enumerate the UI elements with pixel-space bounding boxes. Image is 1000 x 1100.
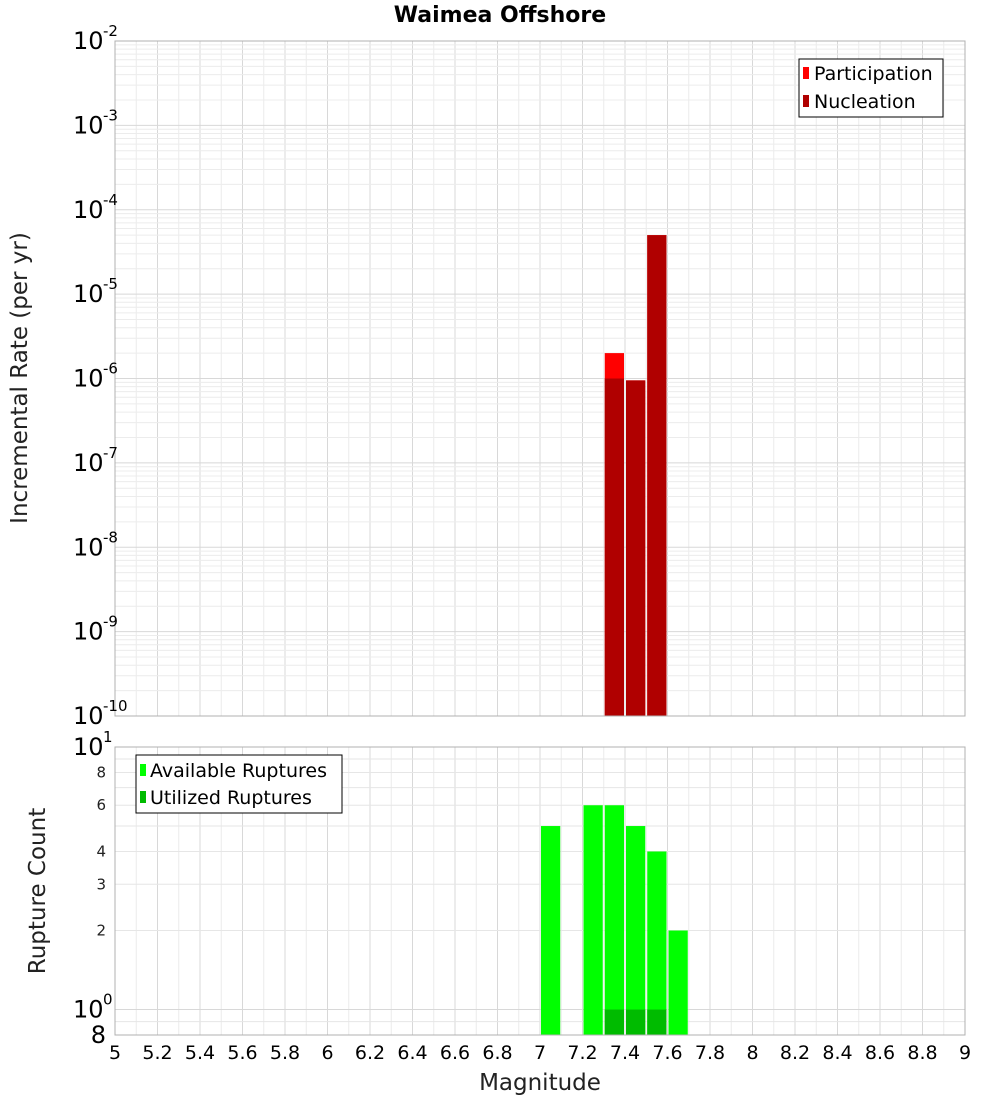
top-y-tick-label-exponent: -4 [103, 191, 118, 209]
bottom-y-tick-label: 3 [96, 875, 106, 893]
top-y-tick-label-base: 10 [73, 111, 104, 139]
top-y-tick-label-base: 10 [73, 702, 104, 730]
count-bar-utilized-ruptures-1 [626, 1009, 646, 1035]
top-y-tick-label-exponent: -10 [103, 697, 128, 715]
x-tick-label: 8 [746, 1042, 758, 1064]
top-legend: Participation Nucleation [798, 58, 944, 118]
bottom-y-tick-label: 8 [91, 1021, 106, 1049]
legend-label-available-ruptures: Available Ruptures [150, 760, 327, 782]
top-y-tick-label: 10 -5 [73, 275, 118, 308]
x-tick-label: 8.8 [907, 1042, 937, 1064]
top-y-tick-label-exponent: -8 [103, 528, 118, 546]
legend-swatch-available-ruptures [140, 764, 146, 776]
legend-swatch-nucleation [803, 95, 809, 107]
x-tick-label: 7.2 [567, 1042, 597, 1064]
x-tick-label: 6 [321, 1042, 333, 1064]
top-y-tick-label-base: 10 [73, 196, 104, 224]
bottom-legend-box [135, 754, 343, 814]
top-y-tick-label-exponent: -9 [103, 613, 118, 631]
top-bars [604, 235, 667, 716]
legend-swatch-utilized-ruptures [140, 791, 146, 803]
x-tick-label: 7.8 [695, 1042, 725, 1064]
x-tick-label: 5.6 [227, 1042, 257, 1064]
top-y-tick-label: 10 -6 [73, 360, 118, 393]
x-tick-label: 7.6 [652, 1042, 682, 1064]
legend-label-nucleation: Nucleation [814, 91, 916, 113]
x-tick-label: 6.6 [440, 1042, 470, 1064]
top-plot-frame [114, 40, 966, 717]
top-y-tick-label: 10 -2 [73, 22, 118, 55]
bottom-y-tick-label-base: 10 [73, 733, 104, 761]
count-bar-available-ruptures-2 [604, 805, 624, 1035]
x-axis-label: Magnitude [479, 1070, 601, 1096]
count-bar-utilized-ruptures-0 [604, 1009, 624, 1035]
x-tick-label: 6.4 [397, 1042, 427, 1064]
legend-swatch-participation [803, 67, 809, 79]
top-y-tick-label: 10 -7 [73, 444, 118, 477]
bottom-y-tick-label-exponent: 0 [103, 991, 113, 1009]
x-tick-label: 6.8 [482, 1042, 512, 1064]
chart-title: Waimea Offshore [394, 3, 606, 28]
rate-bar-nucleation-1 [626, 380, 646, 716]
top-y-tick-label-base: 10 [73, 533, 104, 561]
bottom-y-tick-label: 8 [96, 763, 106, 781]
bottom-y-axis-label: Rupture Count [25, 808, 51, 974]
bottom-y-tick-label: 2 [96, 922, 106, 940]
x-tick-labels: 5 5.2 5.4 5.6 5.8 6 6.2 6.4 6.6 6.8 7 7.2 7.4 7.6 7.8 8… [109, 1042, 971, 1064]
top-y-tick-label-base: 10 [73, 449, 104, 477]
bottom-y-tick-label: 10 0 [73, 991, 113, 1024]
top-y-tick-label-base: 10 [73, 27, 104, 55]
bottom-plot-frame [114, 746, 966, 1036]
bottom-legend: Available Ruptures Utilized Ruptures [135, 754, 343, 814]
x-tick-label: 9 [959, 1042, 971, 1064]
top-y-tick-label-base: 10 [73, 365, 104, 393]
bottom-y-tick-label: 10 1 [73, 728, 113, 761]
bottom-y-tick-label: 6 [96, 796, 106, 814]
top-y-tick-label: 10 -8 [73, 528, 118, 561]
top-y-tick-label-exponent: -2 [103, 22, 118, 40]
count-bar-utilized-ruptures-2 [647, 1009, 667, 1035]
count-bar-available-ruptures-4 [647, 851, 667, 1035]
top-y-tick-label-base: 10 [73, 618, 104, 646]
top-y-tick-label: 10 -9 [73, 613, 118, 646]
legend-label-participation: Participation [814, 63, 933, 85]
top-y-tick-label-exponent: -6 [103, 360, 118, 378]
top-grid [114, 40, 966, 717]
x-tick-label: 8.6 [865, 1042, 895, 1064]
top-legend-box [798, 58, 944, 118]
bottom-y-tick-label: 4 [96, 842, 106, 860]
x-tick-label: 6.2 [355, 1042, 385, 1064]
top-y-tick-label-exponent: -5 [103, 275, 118, 293]
bottom-y-tick-label-base: 10 [73, 996, 104, 1024]
top-y-tick-label-exponent: -7 [103, 444, 118, 462]
x-tick-label: 8.2 [780, 1042, 810, 1064]
top-y-axis-label: Incremental Rate (per yr) [7, 232, 33, 524]
legend-label-utilized-ruptures: Utilized Ruptures [150, 787, 312, 809]
count-bar-available-ruptures-1 [583, 805, 603, 1035]
x-tick-label: 5.4 [185, 1042, 215, 1064]
rate-bar-nucleation-0 [604, 378, 624, 716]
x-tick-label: 7 [534, 1042, 546, 1064]
x-tick-label: 7.4 [610, 1042, 640, 1064]
top-y-tick-label: 10 -10 [73, 697, 128, 730]
bottom-bars [541, 805, 688, 1035]
top-y-tick-label-base: 10 [73, 280, 104, 308]
x-tick-label: 5.8 [270, 1042, 300, 1064]
bottom-y-tick-label-exponent: 1 [103, 728, 113, 746]
count-bar-available-ruptures-0 [541, 826, 561, 1035]
x-tick-label: 5.2 [142, 1042, 172, 1064]
x-tick-label: 8.4 [822, 1042, 852, 1064]
top-y-tick-label: 10 -4 [73, 191, 118, 224]
x-tick-label: 5 [109, 1042, 121, 1064]
top-y-tick-label-exponent: -3 [103, 106, 118, 124]
rate-bar-nucleation-2 [647, 235, 667, 716]
count-bar-available-ruptures-3 [626, 826, 646, 1035]
top-y-tick-label: 10 -3 [73, 106, 118, 139]
count-bar-available-ruptures-5 [668, 930, 688, 1035]
